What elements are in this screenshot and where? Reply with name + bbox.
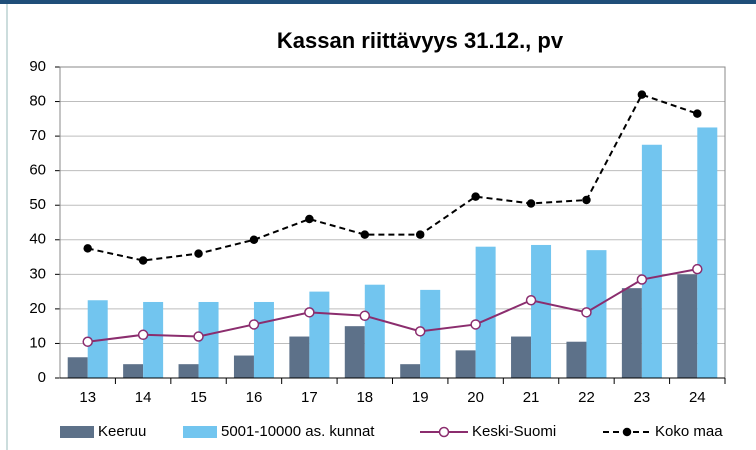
y-tick-label: 60 [29, 162, 46, 179]
marker [249, 235, 259, 245]
marker [137, 329, 149, 341]
marker [83, 244, 92, 253]
x-tick-label: 22 [578, 389, 595, 406]
marker [526, 199, 536, 208]
marker [360, 230, 370, 239]
legend-marker [438, 426, 450, 438]
x-tick-label: 13 [79, 389, 96, 406]
y-tick-label: 0 [38, 369, 46, 386]
x-tick-label: 21 [523, 389, 540, 406]
bar [123, 364, 144, 378]
y-tick-label: 90 [29, 58, 46, 75]
bar [143, 301, 164, 378]
legend-label: 5001-10000 as. kunnat [221, 423, 375, 440]
legend-label: Keski-Suomi [472, 423, 556, 440]
chart-title: Kassan riittävyys 31.12., pv [277, 28, 564, 53]
y-tick-label: 20 [29, 300, 46, 317]
x-tick-label: 24 [689, 389, 706, 406]
marker [193, 331, 204, 342]
bar [621, 288, 642, 378]
y-tick-label: 70 [29, 127, 46, 144]
marker [581, 307, 592, 318]
bar [641, 144, 662, 378]
bar [364, 284, 385, 378]
bar [511, 336, 532, 378]
y-tick-label: 50 [29, 196, 46, 213]
x-tick-label: 18 [356, 389, 373, 406]
marker [693, 109, 702, 118]
y-tick-label: 80 [29, 93, 46, 110]
marker [692, 263, 703, 275]
x-tick-label: 19 [412, 389, 429, 406]
marker [414, 326, 426, 337]
x-tick-label: 23 [634, 389, 651, 406]
marker [637, 90, 647, 99]
line [87, 93, 698, 262]
y-tick-label: 10 [29, 334, 46, 351]
bar [309, 291, 330, 378]
bar [87, 300, 108, 378]
marker [305, 214, 314, 224]
bar [566, 341, 587, 378]
y-tick-label: 30 [29, 265, 46, 282]
line [87, 268, 698, 343]
x-tick-label: 20 [467, 389, 484, 406]
marker [525, 295, 537, 306]
bar [677, 274, 698, 378]
bar [178, 364, 199, 378]
legend-label: Koko maa [655, 423, 723, 440]
legend-swatch [60, 426, 94, 438]
bar [400, 364, 421, 378]
top-border [0, 0, 756, 4]
marker [470, 319, 481, 330]
marker [359, 310, 371, 322]
legend-marker [622, 427, 632, 437]
marker [415, 230, 425, 239]
bar [253, 301, 274, 378]
x-tick-label: 14 [135, 389, 152, 406]
marker [582, 195, 591, 205]
bar [289, 336, 310, 378]
marker [471, 192, 480, 201]
bar [344, 326, 365, 378]
bar [586, 250, 607, 378]
legend-swatch [183, 426, 217, 438]
legend-label: Keeruu [98, 423, 146, 440]
x-tick-label: 16 [246, 389, 263, 406]
marker [248, 319, 260, 330]
marker [194, 249, 203, 258]
bar [233, 355, 254, 378]
marker [82, 336, 93, 347]
bar [420, 289, 441, 378]
marker [304, 307, 315, 318]
bar [531, 244, 552, 378]
bar [198, 301, 219, 378]
marker [636, 274, 648, 285]
bar [475, 246, 496, 378]
marker [138, 256, 148, 265]
y-tick-label: 40 [29, 231, 46, 248]
x-tick-label: 17 [301, 389, 318, 406]
bar [67, 357, 88, 378]
bar [697, 127, 718, 378]
bar [455, 350, 476, 378]
x-tick-label: 15 [190, 389, 207, 406]
